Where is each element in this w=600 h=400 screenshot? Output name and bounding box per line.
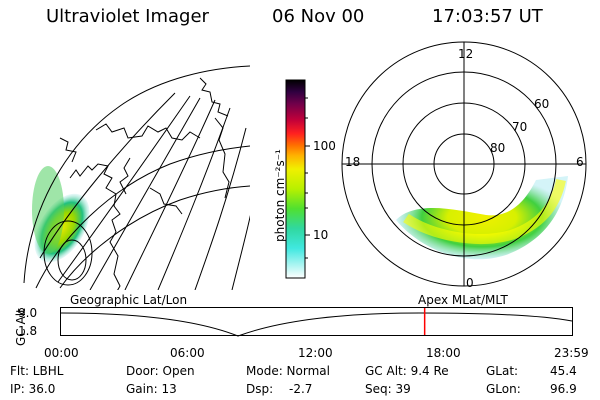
altitude-curve — [60, 312, 573, 337]
param-glat-label: GLat: — [486, 364, 519, 378]
param-dsp-value: -2.7 — [289, 382, 313, 396]
mlt-label-18: 18 — [345, 155, 361, 169]
image-date: 06 Nov 00 — [272, 6, 365, 27]
geo-panel-label: Geographic Lat/Lon — [70, 293, 188, 307]
apex-panel-label: Apex MLat/MLT — [418, 293, 508, 307]
x-tick-0600: 06:00 — [170, 346, 205, 360]
param-gc-alt: GC Alt: 9.4 Re — [365, 364, 449, 378]
lat-label-80: 80 — [490, 141, 506, 155]
x-tick-0000: 00:00 — [44, 346, 79, 360]
param-filter: Flt: LBHL — [10, 364, 64, 378]
apex-polar-plot — [341, 41, 587, 287]
colorbar-tick-10: 10 — [313, 228, 329, 242]
param-seq: Seq: 39 — [365, 382, 411, 396]
param-glon-label: GLon: — [486, 382, 521, 396]
lat-label-60: 60 — [534, 97, 550, 111]
colorbar-scale — [285, 79, 306, 279]
altitude-tick-max: 9.0 — [18, 306, 38, 320]
mlt-label-6: 6 — [576, 155, 584, 169]
image-time: 17:03:57 UT — [432, 6, 543, 27]
mlt-label-0: 0 — [466, 276, 474, 290]
colorbar-unit-label: photon cm⁻²s⁻¹ — [273, 149, 287, 242]
param-glon-value: 96.9 — [550, 382, 577, 396]
x-tick-2359: 23:59 — [554, 346, 589, 360]
x-tick-1200: 12:00 — [298, 346, 333, 360]
earth-limb — [23, 65, 250, 284]
colorbar-tick-100: 100 — [313, 139, 336, 153]
altitude-tick-min: 1.8 — [18, 324, 38, 338]
param-glat-value: 45.4 — [550, 364, 577, 378]
param-ip: IP: 36.0 — [10, 382, 56, 396]
aurora-oval-apex — [396, 176, 568, 260]
lat-label-70: 70 — [512, 120, 528, 134]
coastline — [69, 163, 121, 290]
altitude-timeline — [60, 307, 573, 337]
x-tick-1800: 18:00 — [426, 346, 461, 360]
param-mode: Mode: Normal — [246, 364, 330, 378]
mlt-label-12: 12 — [458, 47, 474, 61]
param-gain: Gain: 13 — [126, 382, 177, 396]
colorbar — [285, 79, 310, 279]
geographic-map — [23, 65, 250, 290]
param-dsp-label: Dsp: — [246, 382, 274, 396]
param-door: Door: Open — [126, 364, 195, 378]
instrument-title: Ultraviolet Imager — [46, 6, 209, 27]
